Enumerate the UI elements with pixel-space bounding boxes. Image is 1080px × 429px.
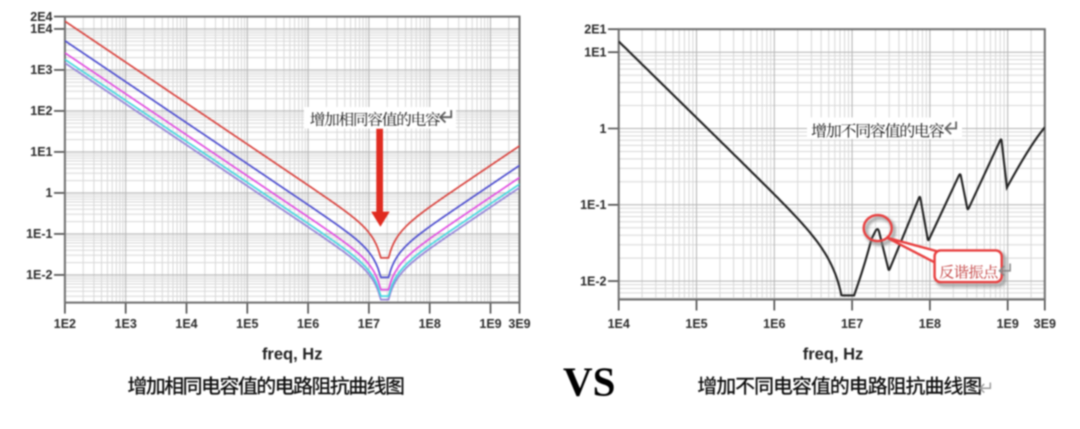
svg-text:1E-2: 1E-2	[26, 268, 52, 282]
svg-text:1E9: 1E9	[997, 317, 1019, 331]
svg-text:2E1: 2E1	[584, 23, 606, 37]
svg-text:1: 1	[600, 122, 607, 136]
svg-text:freq, Hz: freq, Hz	[803, 345, 864, 363]
svg-text:VS: VS	[563, 359, 615, 405]
svg-text:3E9: 3E9	[508, 317, 530, 331]
svg-text:1E6: 1E6	[297, 317, 319, 331]
svg-text:1E5: 1E5	[685, 317, 707, 331]
svg-text:1E-2: 1E-2	[580, 274, 606, 288]
svg-text:1E8: 1E8	[919, 317, 941, 331]
svg-text:1E7: 1E7	[841, 317, 863, 331]
svg-text:1E7: 1E7	[358, 317, 380, 331]
svg-text:1E4: 1E4	[30, 22, 52, 36]
svg-text:1E4: 1E4	[608, 317, 630, 331]
svg-text:1E2: 1E2	[54, 317, 76, 331]
svg-text:freq, Hz: freq, Hz	[262, 345, 323, 363]
svg-text:1E-1: 1E-1	[26, 227, 52, 241]
svg-text:2E4: 2E4	[30, 10, 52, 24]
svg-text:1E2: 1E2	[30, 104, 52, 118]
svg-text:1E5: 1E5	[236, 317, 258, 331]
svg-text:1E6: 1E6	[763, 317, 785, 331]
svg-text:1E3: 1E3	[115, 317, 137, 331]
svg-text:1E1: 1E1	[30, 145, 52, 159]
svg-text:1E-1: 1E-1	[580, 198, 606, 212]
svg-text:1E3: 1E3	[30, 63, 52, 77]
svg-text:1: 1	[46, 186, 53, 200]
svg-text:1E9: 1E9	[479, 317, 501, 331]
svg-text:1E8: 1E8	[419, 317, 441, 331]
svg-text:1E4: 1E4	[175, 317, 197, 331]
svg-text:3E9: 3E9	[1034, 317, 1056, 331]
svg-text:1E1: 1E1	[584, 46, 606, 60]
